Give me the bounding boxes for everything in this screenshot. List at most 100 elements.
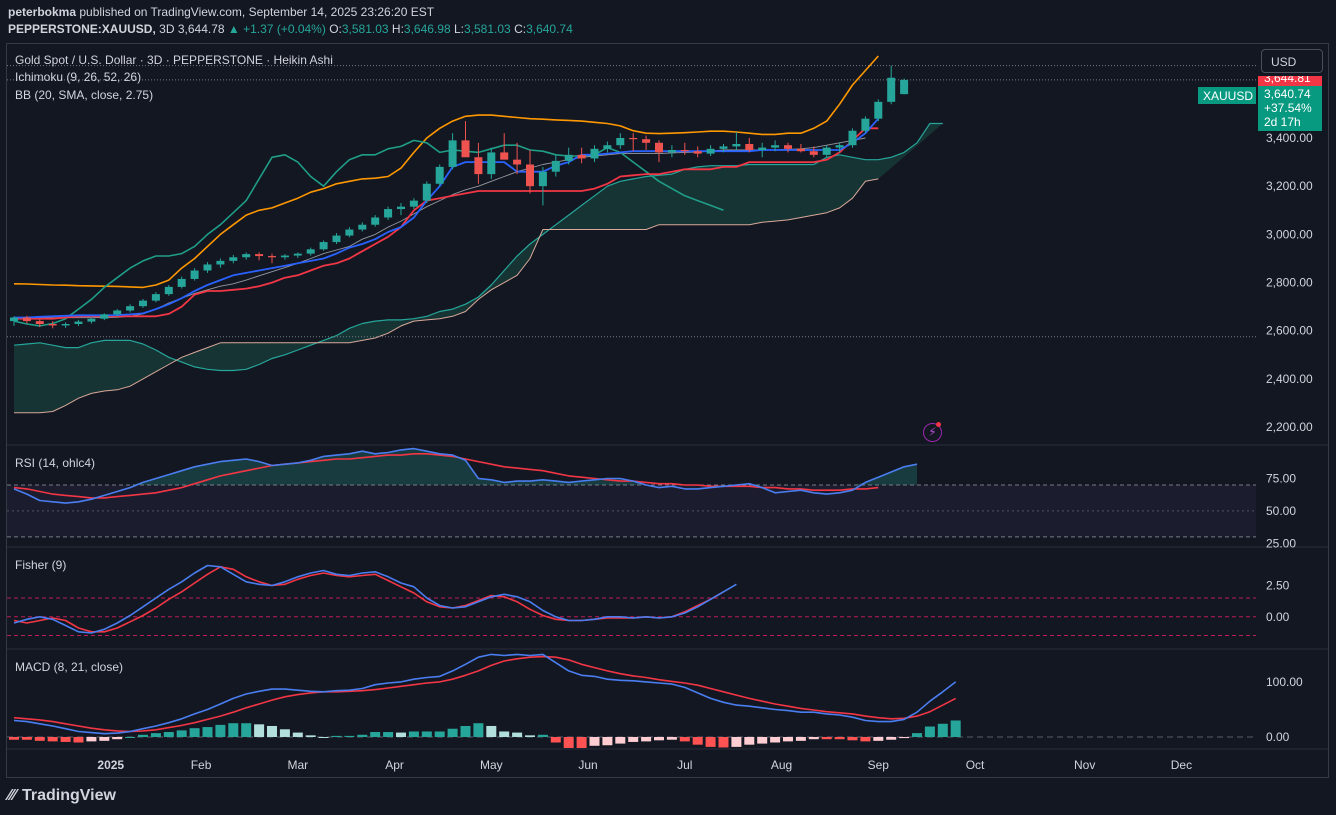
candle-body xyxy=(693,151,702,154)
candle xyxy=(100,313,109,321)
macd-histogram-bar xyxy=(344,735,355,737)
candle xyxy=(216,258,225,268)
candle xyxy=(474,142,483,184)
macd-histogram-bar xyxy=(150,733,161,737)
author-name[interactable]: peterbokma xyxy=(8,5,77,19)
candle xyxy=(22,315,31,324)
macd-histogram-bar xyxy=(821,736,832,740)
x-tick-3: Apr xyxy=(385,758,404,772)
candle xyxy=(358,222,367,232)
candle-body xyxy=(538,171,547,187)
publish-info: peterbokma published on TradingView.com,… xyxy=(8,5,434,19)
candle-body xyxy=(216,260,225,265)
candle-body xyxy=(435,166,444,184)
candle-body xyxy=(10,317,18,322)
x-tick-1: Feb xyxy=(191,758,212,772)
candle-body xyxy=(371,217,380,225)
macd-histogram-bar xyxy=(847,736,858,741)
candle xyxy=(655,140,663,163)
candle xyxy=(861,116,870,134)
x-tick-9: Oct xyxy=(966,758,985,772)
candle xyxy=(35,319,44,328)
candle xyxy=(796,144,805,153)
macd-histogram-bar xyxy=(525,735,535,737)
candle xyxy=(384,206,393,220)
candle xyxy=(48,321,57,329)
candle xyxy=(706,145,715,157)
candle-body xyxy=(680,150,689,152)
macd-histogram-bar xyxy=(138,734,148,737)
macd-histogram-bar xyxy=(86,736,97,742)
macd-histogram-bar xyxy=(9,736,19,740)
candle xyxy=(203,262,212,273)
candle-body xyxy=(590,148,599,159)
lightning-icon[interactable]: ⚡ xyxy=(923,423,942,442)
candle xyxy=(680,142,689,155)
candle xyxy=(435,164,444,187)
candle-body xyxy=(551,160,560,172)
candle xyxy=(551,154,560,177)
macd-histogram-bar xyxy=(692,736,703,745)
candle xyxy=(229,254,238,264)
tradingview-logo[interactable]: ⁄⁄⁄ TradingView xyxy=(8,787,116,805)
candle-body xyxy=(139,300,147,307)
price-y-tick-5: 2,400.00 xyxy=(1266,372,1313,386)
fisher-legend[interactable]: Fisher (9) xyxy=(15,558,67,572)
open-value: 3,581.03 xyxy=(341,22,389,36)
candle-body xyxy=(345,229,354,236)
fisher-y-tick-1: 0.00 xyxy=(1266,610,1290,624)
bb-legend[interactable]: BB (20, SMA, close, 2.75) xyxy=(15,88,154,102)
candle-body xyxy=(500,152,509,160)
price-y-tick-6: 2,200.00 xyxy=(1266,420,1313,434)
ichimoku-span-b xyxy=(14,178,879,414)
candle-body xyxy=(164,286,173,295)
candle xyxy=(758,142,767,158)
candle xyxy=(332,233,341,244)
macd-histogram-bar xyxy=(421,731,432,737)
macd-histogram-bar xyxy=(576,736,587,748)
candle xyxy=(900,78,909,95)
candle xyxy=(745,137,754,153)
candle xyxy=(616,133,625,149)
kijun-line xyxy=(14,127,879,320)
x-tick-6: Jul xyxy=(677,758,692,772)
ichimoku-legend[interactable]: Ichimoku (9, 26, 52, 26) xyxy=(15,70,142,84)
low-value: 3,581.03 xyxy=(464,22,511,36)
macd-histogram-bar xyxy=(563,736,574,748)
macd-histogram-bar xyxy=(499,731,510,737)
macd-histogram-bar xyxy=(834,736,845,740)
candle-body xyxy=(732,144,741,147)
candle xyxy=(642,135,651,151)
candle-body xyxy=(229,257,238,261)
open-label: O: xyxy=(329,22,342,36)
ohlc-header: PEPPERSTONE:XAUUSD, 3D 3,644.78 ▲ +1.37 … xyxy=(8,22,573,36)
macd-histogram-bar xyxy=(744,736,755,745)
macd-histogram-bar xyxy=(795,736,806,741)
high-value: 3,646.98 xyxy=(403,22,451,36)
macd-legend[interactable]: MACD (8, 21, close) xyxy=(15,660,124,674)
candle xyxy=(500,133,509,160)
notification-dot xyxy=(936,422,941,427)
macd-histogram-bar xyxy=(757,736,768,744)
macd-histogram-bar xyxy=(731,736,742,747)
price-y-tick-1: 3,200.00 xyxy=(1266,179,1313,193)
macd-histogram-bar xyxy=(34,736,45,741)
candle-body xyxy=(113,310,122,315)
macd-histogram-bar xyxy=(305,735,316,737)
macd-histogram-bar xyxy=(666,736,677,740)
macd-histogram-bar xyxy=(254,724,265,737)
candle-body xyxy=(487,152,496,175)
rsi-signal-line xyxy=(13,452,879,499)
candle xyxy=(74,319,83,326)
rsi-legend[interactable]: RSI (14, ohlc4) xyxy=(15,456,96,470)
candle xyxy=(771,140,780,152)
macd-histogram-bar xyxy=(21,736,32,740)
candle-body xyxy=(629,137,638,140)
currency-button[interactable]: USD xyxy=(1261,49,1323,73)
candle-body xyxy=(564,154,573,161)
macd-histogram-bar xyxy=(537,734,548,737)
candle-body xyxy=(126,306,135,311)
price-y-tick-3: 2,800.00 xyxy=(1266,276,1313,290)
macd-y-tick-0: 100.00 xyxy=(1266,675,1303,689)
